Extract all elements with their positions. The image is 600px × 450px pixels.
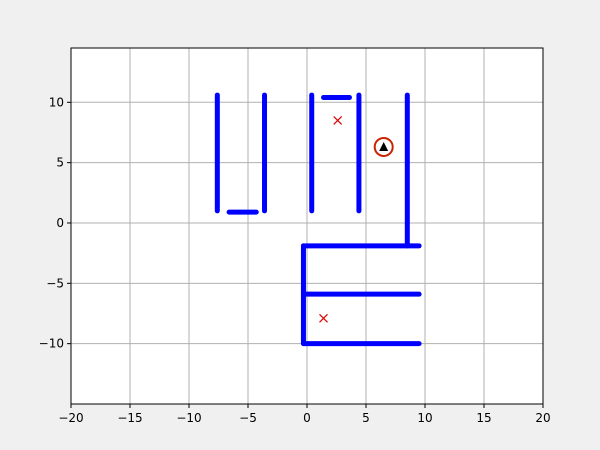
x-tick-label: −20 — [58, 411, 83, 425]
goal-marker-stroke — [333, 115, 343, 125]
agent-triangle — [379, 141, 389, 151]
x-tick-label: 20 — [535, 411, 550, 425]
x-tick-label: −15 — [117, 411, 142, 425]
y-tick-label: 0 — [56, 216, 64, 230]
goal-marker — [319, 313, 328, 323]
walls — [214, 92, 422, 347]
y-tick-label: −5 — [46, 276, 64, 290]
x-tick-label: 0 — [303, 411, 311, 425]
x-tick-label: 15 — [476, 411, 491, 425]
y-tick-label: 10 — [49, 95, 64, 109]
x-tick-label: −5 — [239, 411, 257, 425]
goal-marker — [333, 115, 343, 125]
x-tick-label: −10 — [176, 411, 201, 425]
y-tick-label: −10 — [39, 337, 64, 351]
y-tick-label: 5 — [56, 156, 64, 170]
goal-marker-stroke — [319, 313, 328, 323]
agent — [373, 136, 394, 157]
x-axis: −20 −15 −10 −5 0 5 10 15 20 — [58, 404, 551, 425]
goal-markers — [319, 115, 343, 323]
x-tick-label: 5 — [362, 411, 370, 425]
x-tick-label: 10 — [417, 411, 432, 425]
y-axis: −10 −5 0 5 10 — [39, 95, 71, 351]
